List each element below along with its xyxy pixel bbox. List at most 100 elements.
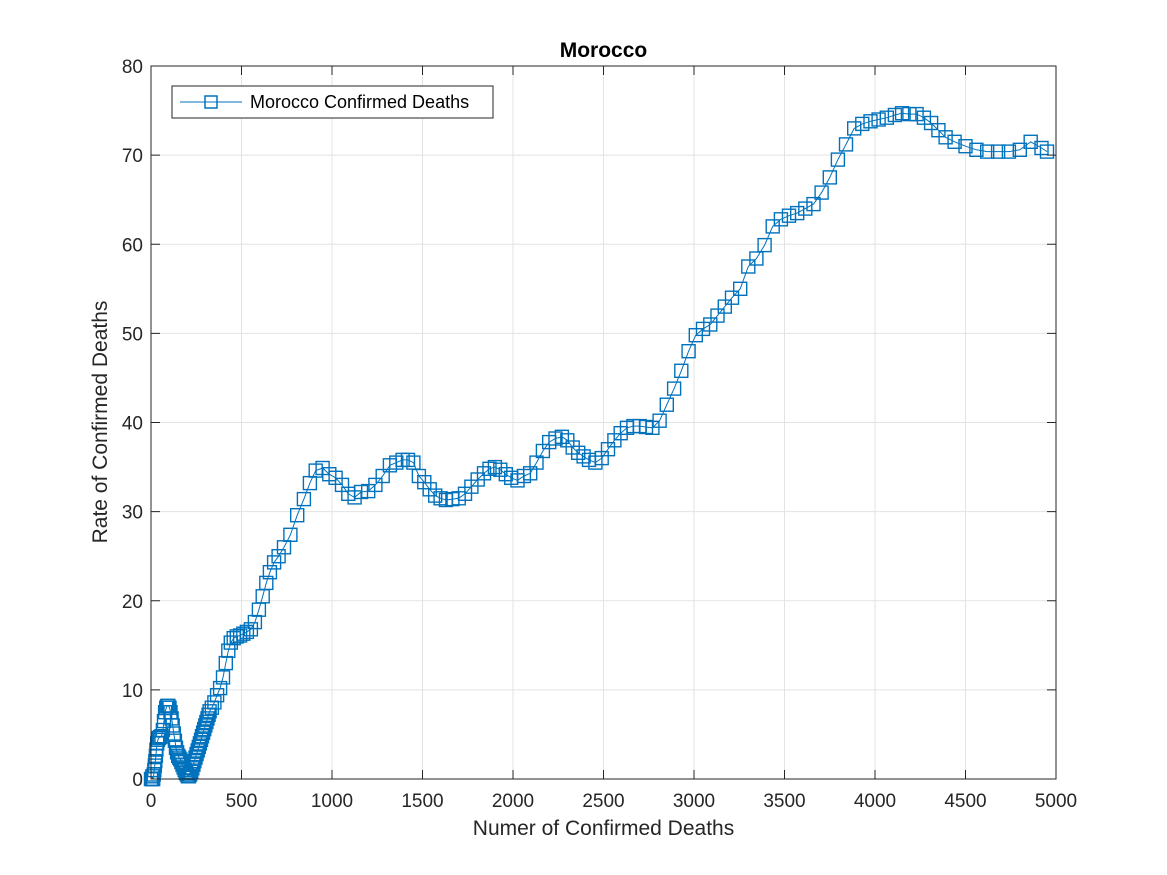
data-point-marker [207,695,222,710]
x-tick-label: 500 [226,791,258,812]
data-point-marker [1039,144,1055,159]
data-point-marker [215,670,231,685]
x-tick-label: 4000 [854,791,896,812]
data-point-marker [181,769,197,784]
data-point-marker [565,440,580,455]
data-point-marker [990,144,1006,159]
y-tick-label: 40 [122,414,143,435]
data-point-marker [433,491,448,506]
data-point-marker [710,308,725,323]
data-point-marker [212,680,228,696]
data-point-marker [855,116,870,132]
x-axis-title: Numer of Confirmed Deaths [473,817,734,840]
data-point-marker [938,130,953,145]
x-tick-label: 3500 [763,791,805,812]
data-point-marker [822,170,837,185]
data-point-marker [741,259,756,274]
data-point-marker [243,622,259,637]
y-tick-label: 80 [122,57,143,78]
data-point-marker [183,764,199,780]
data-point-marker [166,726,182,741]
data-point-marker [271,549,286,564]
legend-label: Morocco Confirmed Deaths [250,92,469,112]
y-tick-label: 0 [132,770,143,791]
data-point-marker [192,736,208,751]
data-point-marker [830,152,846,167]
data-point-marker [879,110,894,125]
data-point-marker [262,565,278,580]
data-point-marker [806,196,821,212]
series-markers [143,105,1055,787]
data-point-marker [259,575,274,591]
data-point-marker [757,237,772,253]
data-point-marker [871,112,886,127]
data-point-marker [236,626,251,641]
data-point-marker [162,700,177,715]
x-tick-label: 1500 [401,791,443,812]
data-point-marker [353,484,369,500]
x-tick-label: 4500 [944,791,986,812]
x-tick-label: 2000 [492,791,534,812]
y-tick-label: 20 [122,592,143,613]
data-point-marker [428,488,443,503]
data-point-marker [1012,142,1027,158]
x-tick-label: 0 [146,791,157,812]
data-point-marker [165,718,180,733]
y-tick-label: 10 [122,681,143,702]
data-point-marker [749,251,764,266]
data-point-marker [969,142,984,158]
data-point-marker [666,381,682,396]
data-point-marker [894,105,910,121]
data-point-marker [493,462,508,477]
y-axis-title: Rate of Confirmed Deaths [89,301,112,544]
data-point-marker [239,624,255,640]
axis-ticks [150,65,1057,780]
data-point-marker [199,714,214,730]
data-point-marker [733,281,748,296]
data-point-marker [283,527,298,542]
x-tick-label: 3000 [673,791,715,812]
x-tick-labels: 0 500 1000 1500 2000 2500 3000 3500 4000 4500 5000 [146,791,1077,812]
data-point-marker [554,429,570,444]
y-tick-label: 30 [122,503,143,524]
data-point-marker [838,137,854,152]
data-point-marker [790,205,805,221]
data-point-marker [863,114,878,129]
data-point-marker [652,413,667,428]
x-tick-label: 5000 [1035,791,1077,812]
chart-title: Morocco [560,39,648,62]
data-point-marker [368,477,383,493]
y-tick-label: 70 [122,146,143,167]
data-point-marker [296,491,312,507]
data-point-marker [781,208,797,223]
data-point-marker [773,212,789,227]
data-point-marker [674,363,689,378]
data-point-marker [695,321,711,337]
legend-square-marker [204,95,218,109]
data-point-marker [202,704,217,719]
data-point-marker [155,722,171,738]
data-point-marker [195,725,211,740]
data-point-marker [909,106,924,122]
data-point-marker [724,290,740,305]
data-point-marker [168,740,184,755]
x-tick-label: 1000 [311,791,353,812]
data-point-marker [187,754,202,769]
data-point-marker [151,730,167,746]
data-point-marker [717,299,732,314]
data-point-marker [482,461,497,476]
data-point-marker [1001,144,1017,159]
data-point-marker [980,144,995,159]
data-point-marker [947,134,962,150]
legend: Morocco Confirmed Deaths [171,85,494,119]
data-point-marker [814,185,829,200]
x-tick-label: 2500 [582,791,624,812]
data-point-marker [659,397,674,412]
data-point-marker [400,452,416,468]
data-point-marker [681,344,696,359]
data-point-marker [958,138,973,154]
y-tick-labels: 0 10 20 30 40 50 60 70 80 [122,57,143,791]
y-tick-label: 50 [122,324,143,345]
data-point-marker [798,201,813,216]
